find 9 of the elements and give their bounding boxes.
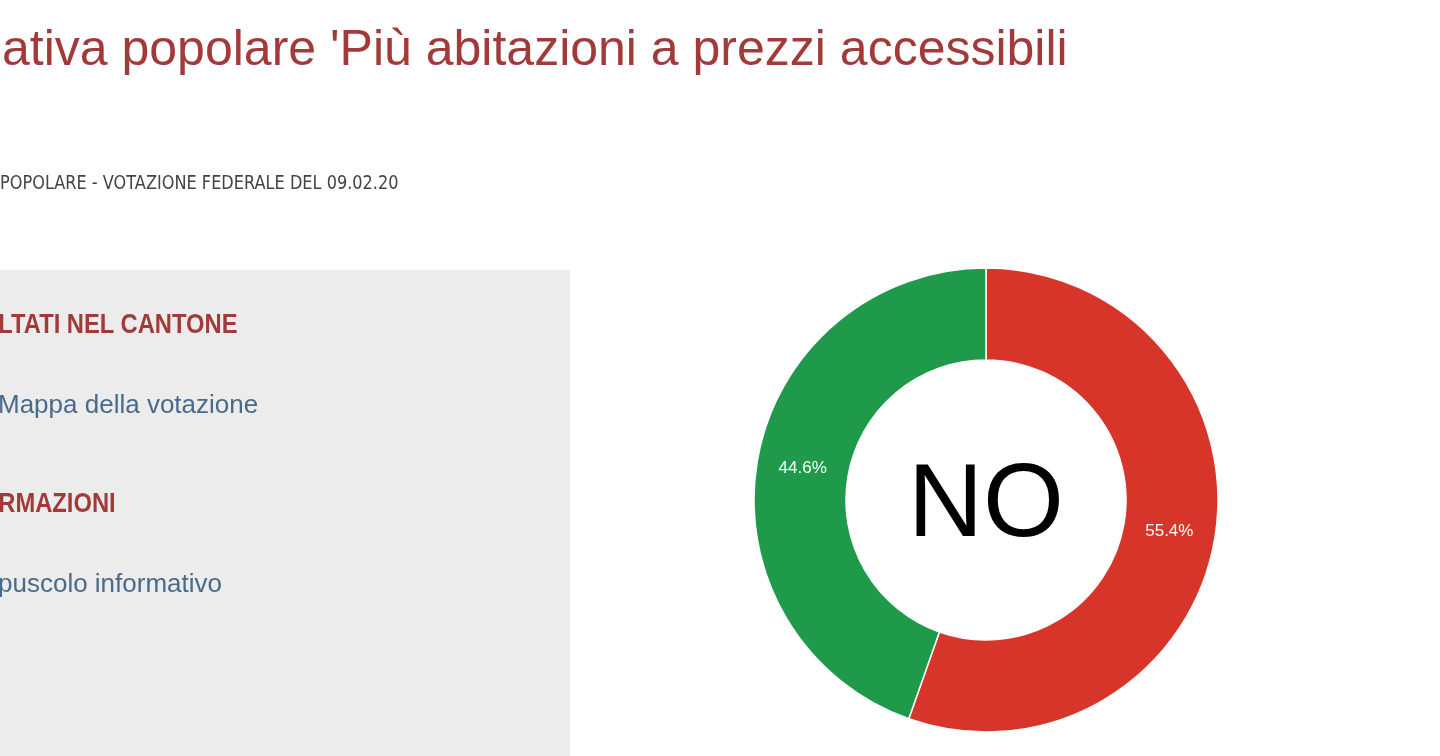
- text: POPOLARE - VOTAZIONE FEDERALE DEL 09.02.20: [0, 171, 399, 194]
- chart-title: ativa popolare 'Più abitazioni a prezzi accessibili: [2, 20, 1068, 76]
- data-label: 44.6%: [778, 458, 827, 478]
- text: RMAZIONI: [0, 487, 116, 518]
- text: puscolo informativo: [0, 568, 222, 598]
- text: NO: [908, 442, 1064, 558]
- text: LTATI NEL CANTONE: [0, 308, 238, 339]
- text: Mappa della votazione: [0, 389, 259, 419]
- data-label: 55.4%: [1145, 520, 1194, 540]
